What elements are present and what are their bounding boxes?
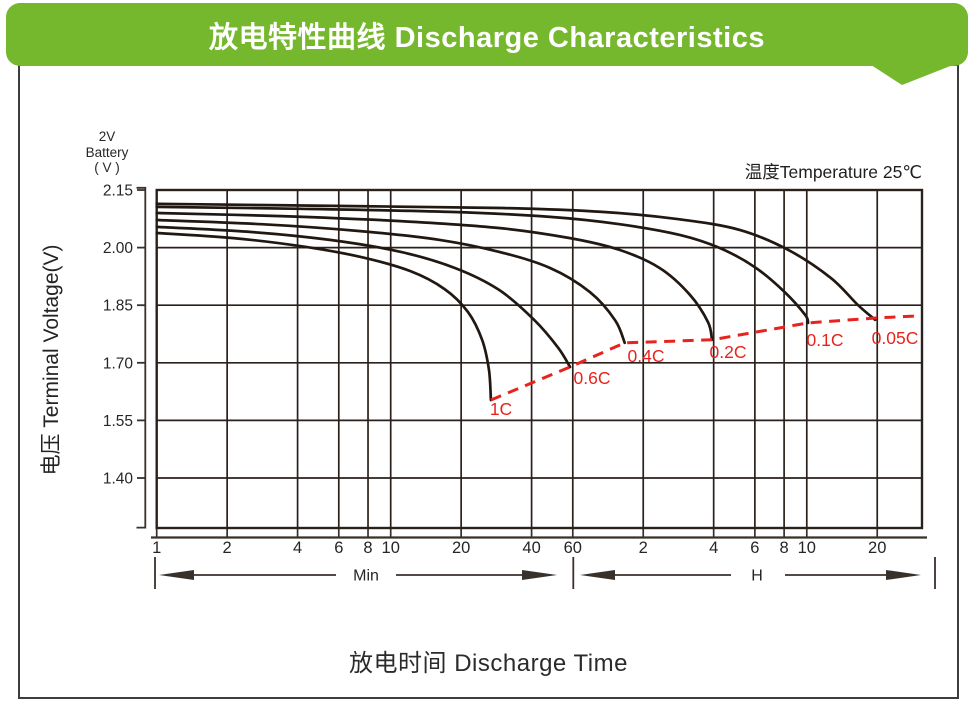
rate-label-0.6C: 0.6C [574, 368, 611, 388]
x-tick-label: 4 [709, 539, 718, 557]
y-tick-label: 1.40 [103, 471, 134, 488]
header-banner: 放电特性曲线 Discharge Characteristics [6, 3, 968, 66]
y-tick-label: 1.55 [103, 413, 133, 430]
y-tick-label: 1.85 [103, 298, 133, 315]
content-frame [18, 64, 959, 699]
battery-type-label: 2V Battery ( V ) [76, 129, 138, 176]
x-tick-label: 1 [152, 539, 161, 557]
x-tick-label: 20 [868, 539, 886, 557]
battery-type-line: Battery [85, 144, 129, 160]
h-arrowhead-right [886, 570, 921, 580]
y-axis-line [136, 186, 147, 529]
battery-type-line: 2V [98, 129, 116, 144]
plot-frame [155, 188, 924, 530]
min-arrowhead-right [522, 570, 557, 580]
x-tick-label: 4 [293, 539, 302, 557]
discharge-curve-0.6C [155, 225, 572, 369]
x-tick-label: 6 [750, 539, 759, 557]
x-tick-label: 2 [223, 539, 232, 557]
rate-label-1C: 1C [490, 399, 512, 419]
banner-tail [868, 63, 958, 85]
x-tick-label: 60 [564, 539, 582, 557]
x-tick-label: 8 [780, 539, 789, 557]
x-tick-label: 6 [334, 539, 343, 557]
x-axis-title: 放电时间 Discharge Time [349, 650, 628, 677]
x-tick-label: 2 [639, 539, 648, 557]
x-tick-label: 20 [452, 539, 470, 557]
h-range-label: H [751, 568, 763, 585]
x-tick-label: 10 [382, 539, 400, 557]
y-tick-label: 2.15 [103, 183, 133, 200]
h-arrowhead-left [580, 570, 615, 580]
discharge-curve-0.4C [155, 218, 627, 345]
discharge-curve-1C [155, 231, 493, 402]
x-tick-label: 40 [522, 539, 540, 557]
rate-label-0.05C: 0.05C [872, 328, 919, 348]
x-tick-label: 8 [363, 539, 372, 557]
y-tick-label: 1.70 [103, 355, 134, 372]
discharge-curve-0.1C [155, 205, 810, 325]
discharge-curve-0.2C [155, 211, 714, 342]
temperature-note: 温度Temperature 25℃ [744, 162, 922, 182]
cutoff-dashed-line [490, 314, 917, 402]
x-tick-label: 10 [798, 539, 816, 557]
y-tick-label: 2.00 [103, 240, 134, 257]
min-range-label: Min [353, 568, 379, 585]
rate-label-0.4C: 0.4C [628, 346, 665, 366]
battery-unit-line: ( V ) [94, 160, 120, 175]
discharge-curve-0.05C [155, 202, 877, 322]
page-title: 放电特性曲线 Discharge Characteristics [209, 21, 765, 54]
rate-label-0.1C: 0.1C [807, 330, 844, 350]
rate-label-0.2C: 0.2C [710, 342, 747, 362]
y-axis-label: 电压 Terminal Voltage(V) [40, 244, 63, 476]
min-arrowhead-left [159, 570, 194, 580]
